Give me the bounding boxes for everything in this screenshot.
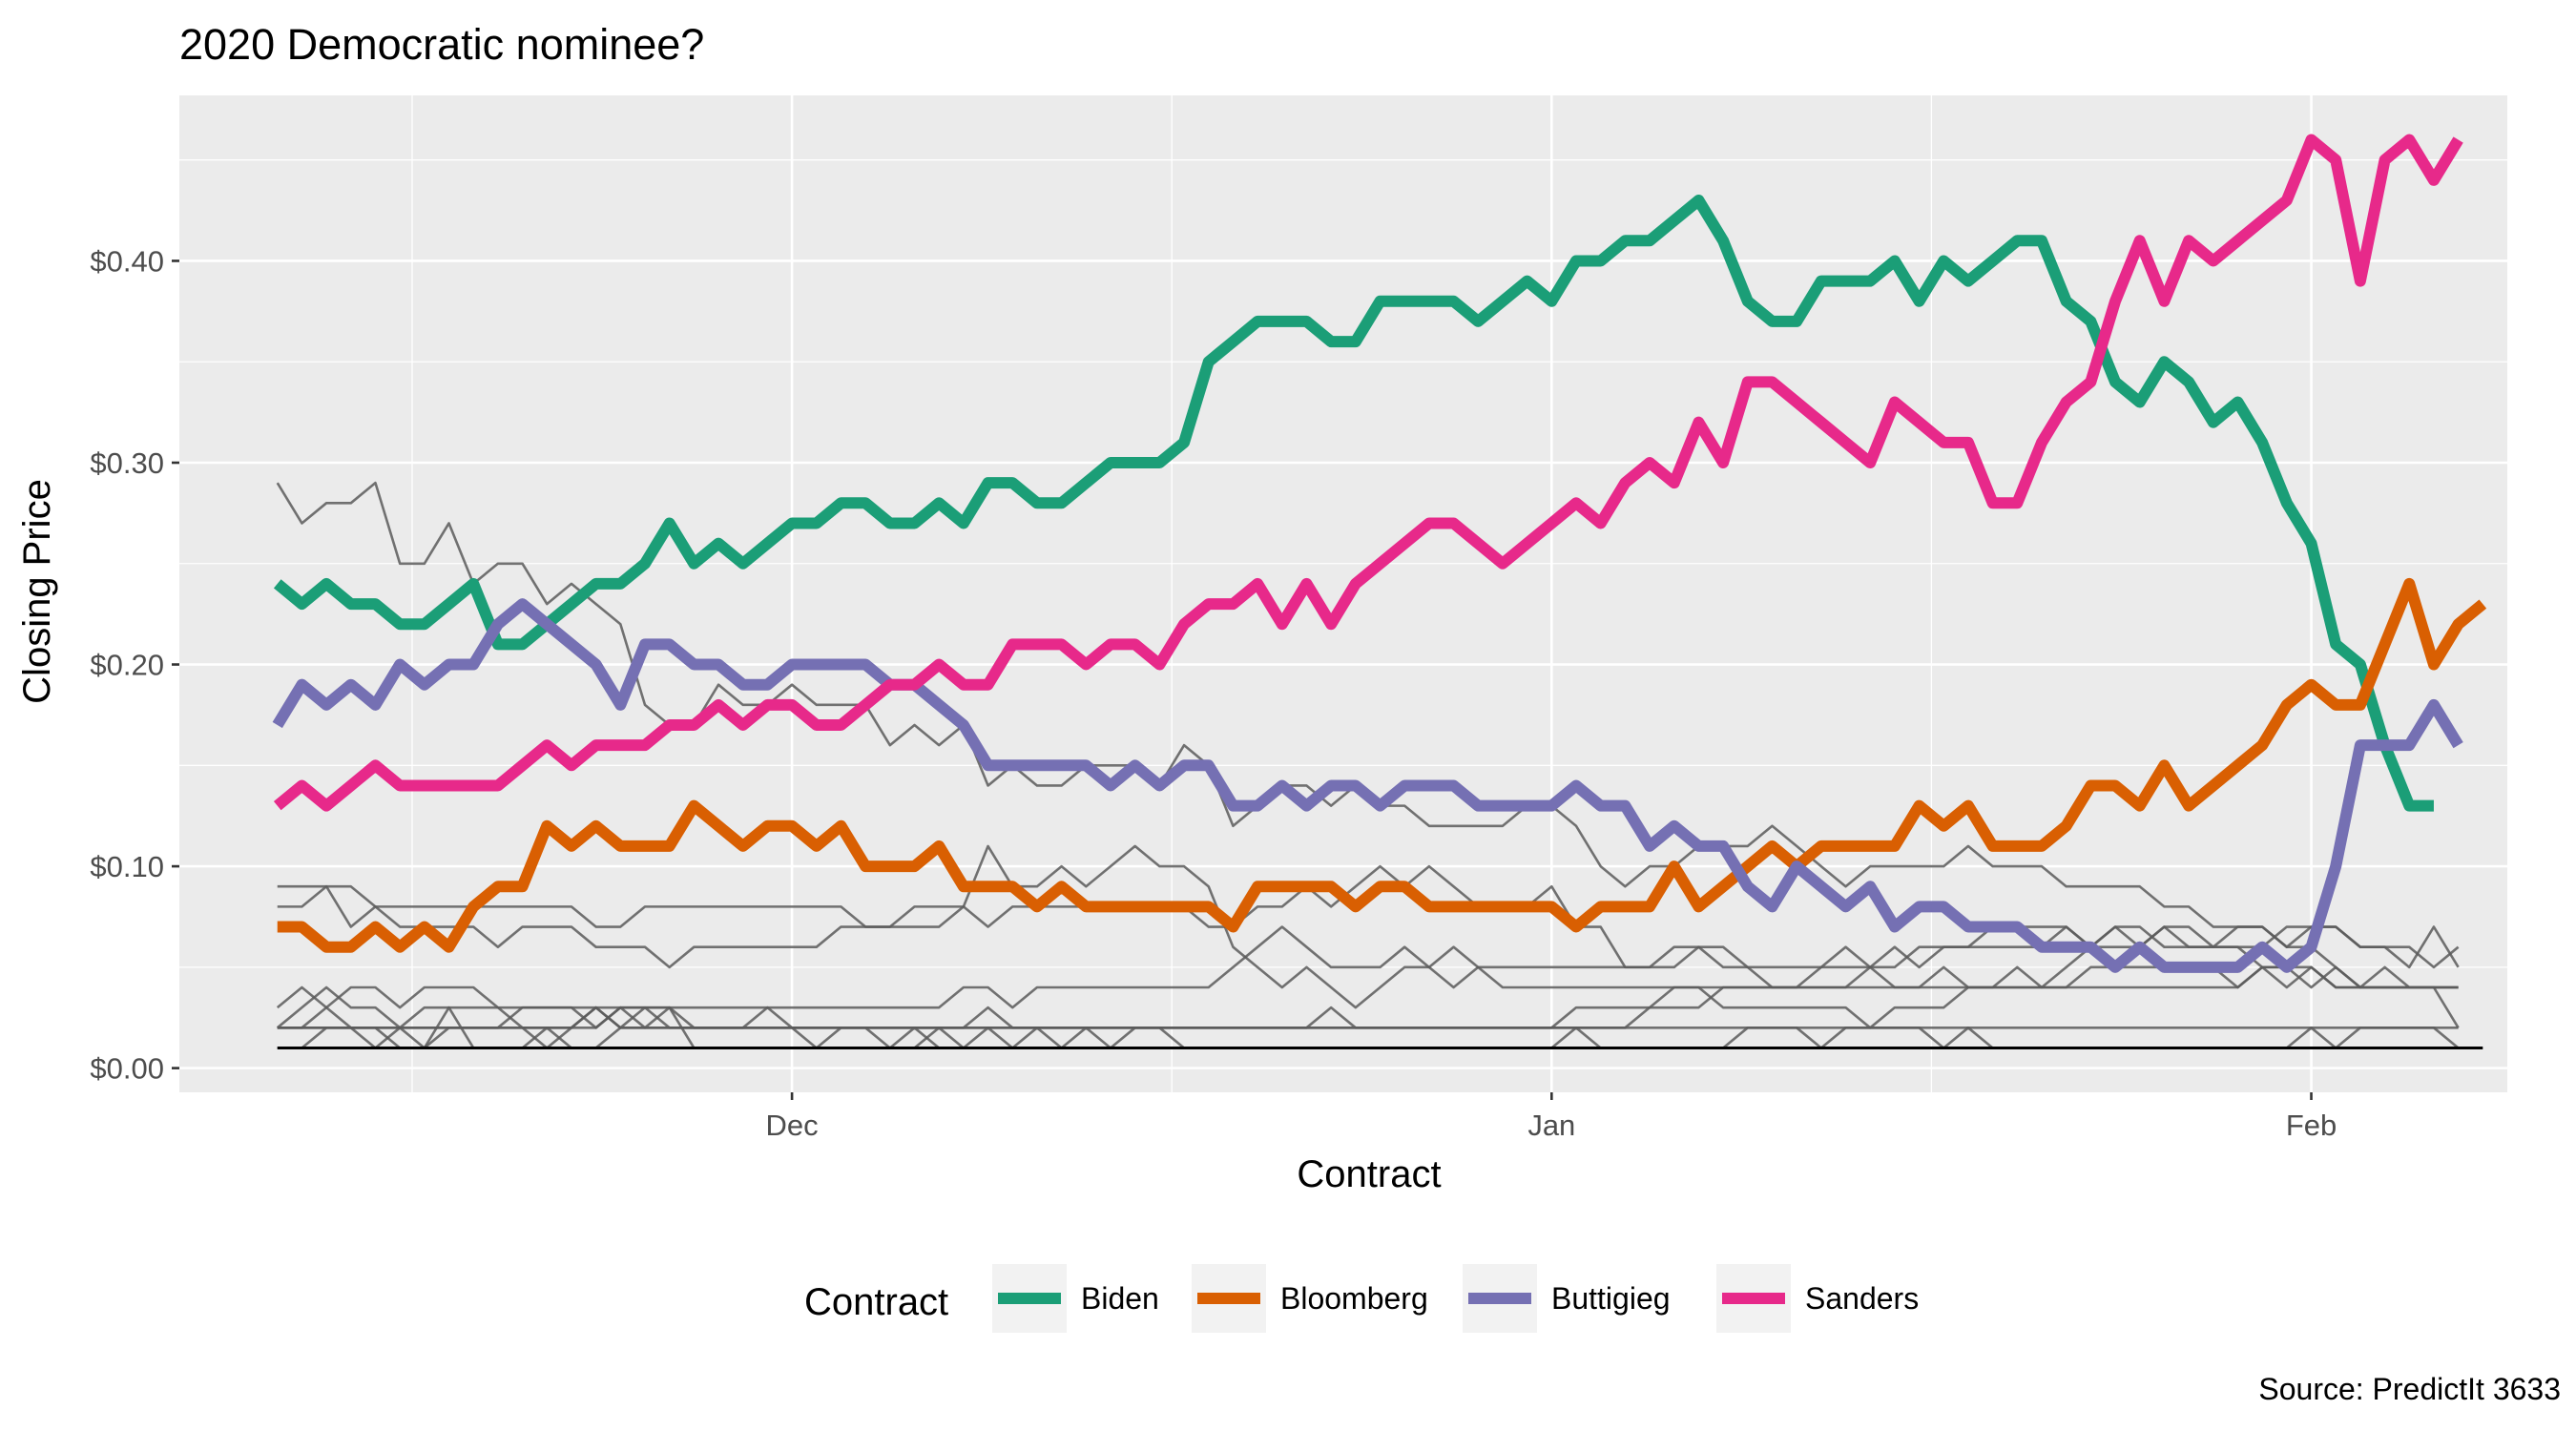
- y-axis: $0.00 $0.10 $0.20 $0.30 $0.40: [90, 244, 179, 1086]
- legend: Contract Biden Bloomberg Buttigieg Sanders: [804, 1264, 1919, 1333]
- legend-title: Contract: [804, 1281, 948, 1323]
- chart-title: 2020 Democratic nominee?: [179, 20, 704, 69]
- y-tick-label: $0.20: [90, 649, 164, 682]
- series-line-sanders: [273, 134, 2463, 812]
- x-tick-label: Jan: [1527, 1109, 1575, 1142]
- x-tick-label: Dec: [766, 1109, 819, 1142]
- y-tick-label: $0.10: [90, 850, 164, 883]
- legend-label-bloomberg: Bloomberg: [1280, 1281, 1428, 1316]
- x-axis: Dec Jan Feb: [766, 1092, 2337, 1142]
- y-tick-label: $0.00: [90, 1052, 164, 1086]
- main-contract-lines: [272, 134, 2487, 973]
- x-tick-label: Feb: [2286, 1109, 2337, 1142]
- other-contract-line: [277, 844, 2459, 1009]
- source-caption: Source: PredictIt 3633: [2258, 1372, 2561, 1406]
- y-tick-label: $0.30: [90, 446, 164, 480]
- series-line-biden: [273, 195, 2434, 812]
- y-axis-label: Closing Price: [16, 479, 58, 704]
- legend-label-sanders: Sanders: [1805, 1281, 1919, 1316]
- series-line-bloomberg: [277, 577, 2487, 953]
- y-tick-label: $0.40: [90, 244, 164, 278]
- grid-major: [179, 95, 2507, 1092]
- legend-label-biden: Biden: [1081, 1281, 1159, 1316]
- legend-label-buttigieg: Buttigieg: [1551, 1281, 1671, 1316]
- x-axis-label: Contract: [1297, 1153, 1441, 1195]
- other-contract-line: [277, 1006, 2459, 1049]
- series-line-buttigieg: [272, 598, 2463, 973]
